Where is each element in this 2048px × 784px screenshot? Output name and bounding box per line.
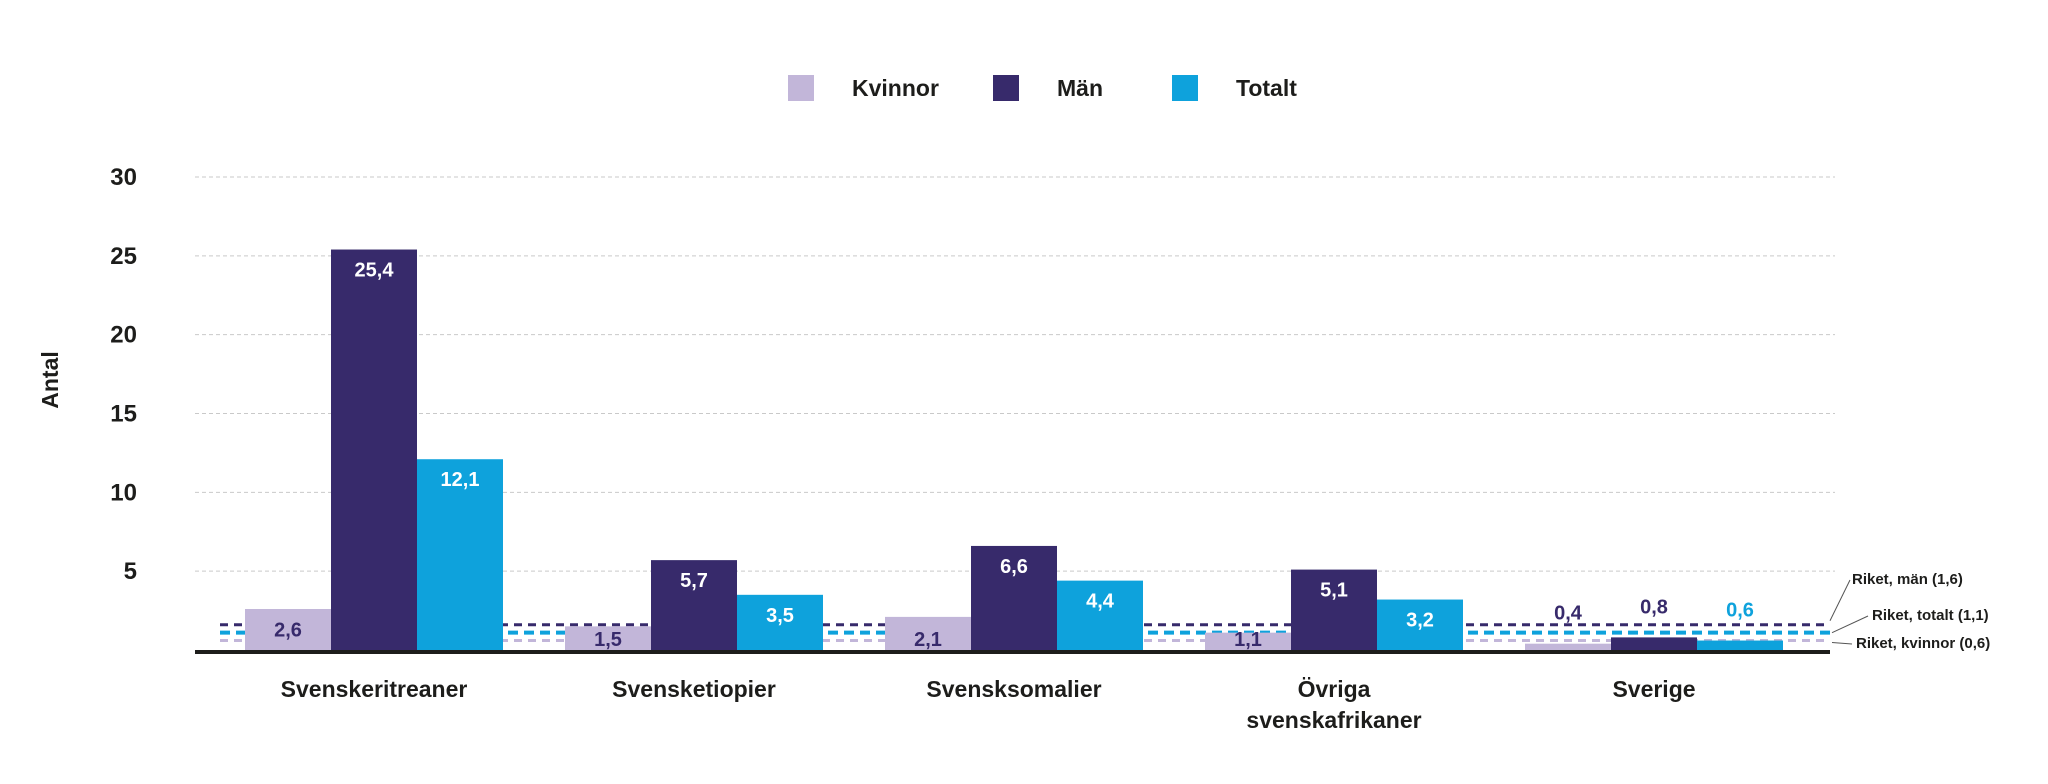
bar-totalt: [1697, 640, 1783, 650]
data-label: 12,1: [441, 469, 480, 491]
category-labels: Svenskeritreaner Svensketiopier Svensksoma…: [281, 676, 1696, 733]
bar-män: [651, 560, 737, 650]
bar-kvinnor: [565, 626, 651, 650]
category-label: Övriga: [1298, 676, 1371, 702]
bars: 2,6 25,4 12,1 1,5 5,7 3,5 2,1 6,6 4,4 1,1 5,1 3,2 0,…: [245, 249, 1783, 651]
data-label: 3,2: [1406, 610, 1434, 632]
legend-swatch-totalt: [1172, 75, 1198, 101]
data-label: 0,8: [1640, 596, 1668, 618]
data-label: 5,7: [680, 570, 708, 592]
bar-totalt: [1377, 599, 1463, 650]
y-tick-label: 20: [110, 322, 137, 349]
bar-kvinnor: [1205, 632, 1291, 650]
data-label: 5,1: [1320, 580, 1348, 602]
data-label: 3,5: [766, 605, 794, 627]
data-label: 1,5: [594, 629, 622, 651]
category-label: Svensksomalier: [926, 676, 1101, 702]
data-label: 0,6: [1726, 600, 1754, 622]
bar-totalt: [1057, 580, 1143, 650]
y-tick-label: 5: [124, 558, 137, 585]
data-label: 6,6: [1000, 556, 1028, 578]
legend-label: Kvinnor: [852, 75, 939, 101]
reference-line-labels: Riket, män (1,6) Riket, totalt (1,1) Riket…: [1829, 571, 1990, 652]
category-label: Sverige: [1612, 676, 1695, 702]
y-tick-label: 30: [110, 164, 137, 191]
bar-kvinnor: [1525, 643, 1611, 650]
data-label: 2,1: [914, 629, 942, 651]
bar-män: [971, 545, 1057, 650]
category-label: Svensketiopier: [612, 676, 776, 702]
reference-leader: [1831, 615, 1869, 634]
category-label: Svenskeritreaner: [281, 676, 468, 702]
data-label: 1,1: [1234, 629, 1262, 651]
y-tick-label: 25: [110, 243, 137, 270]
reference-line-label: Riket, kvinnor (0,6): [1856, 635, 1990, 652]
y-axis-label: Antal: [37, 351, 63, 409]
legend-swatch-kvinnor: [788, 75, 814, 101]
bar-män: [331, 249, 417, 650]
data-label: 0,4: [1554, 603, 1583, 625]
reference-line-label: Riket, män (1,6): [1852, 571, 1963, 588]
data-label: 4,4: [1086, 591, 1115, 613]
reference-leader: [1829, 579, 1851, 621]
reference-leader: [1831, 642, 1853, 645]
reference-line-label: Riket, totalt (1,1): [1872, 607, 1989, 624]
y-axis-ticks: 5 10 15 20 25 30: [110, 164, 137, 585]
data-label: 2,6: [274, 620, 302, 642]
category-label: svenskafrikaner: [1246, 707, 1421, 733]
bar-kvinnor: [245, 609, 331, 650]
bar-män: [1611, 637, 1697, 650]
legend: Kvinnor Män Totalt: [788, 75, 1297, 101]
legend-label: Totalt: [1236, 75, 1297, 101]
data-label: 25,4: [355, 260, 395, 282]
y-tick-label: 10: [110, 479, 137, 506]
bar-kvinnor: [885, 616, 971, 650]
bar-män: [1291, 569, 1377, 650]
y-tick-label: 15: [110, 401, 137, 428]
legend-swatch-män: [993, 75, 1019, 101]
bar-totalt: [737, 594, 823, 650]
legend-label: Män: [1057, 75, 1103, 101]
bar-totalt: [417, 459, 503, 650]
